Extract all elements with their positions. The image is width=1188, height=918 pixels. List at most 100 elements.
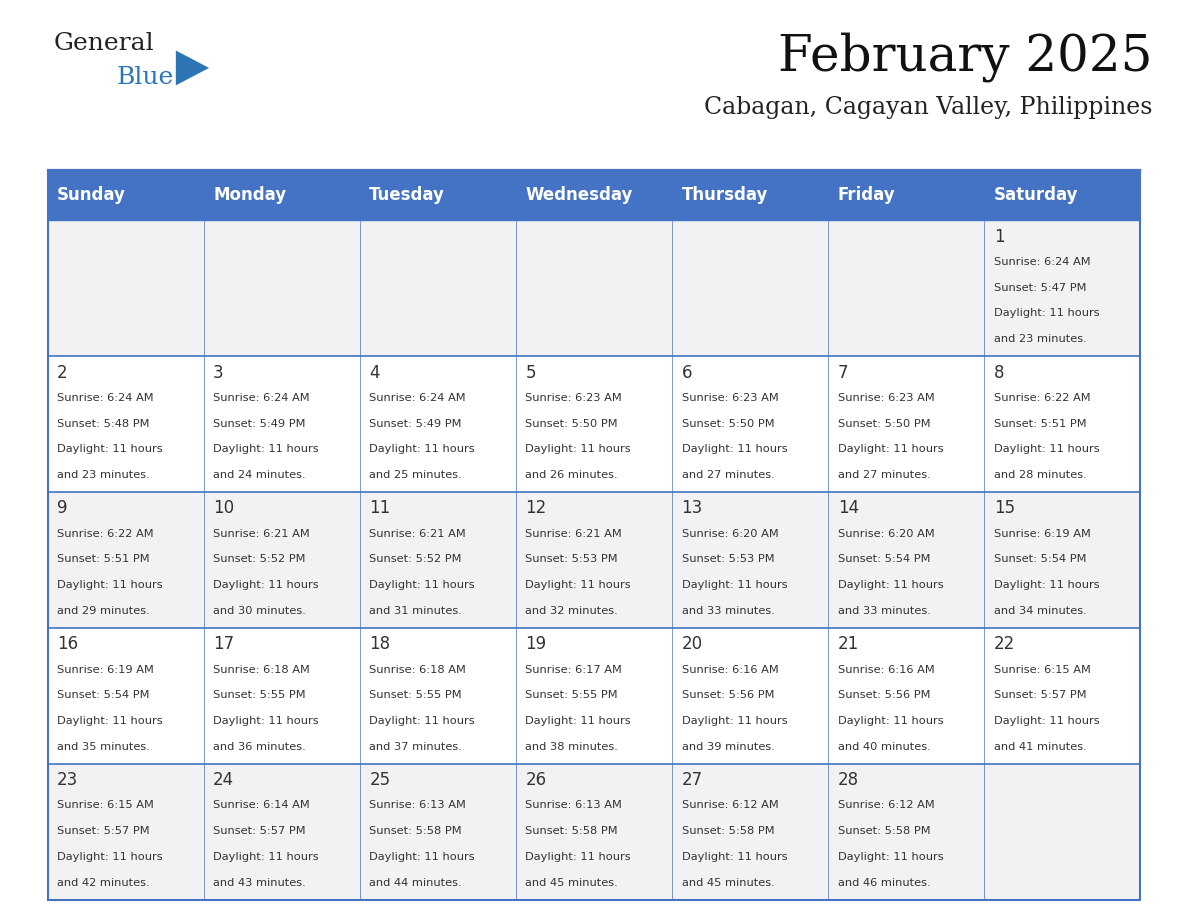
Text: Daylight: 11 hours: Daylight: 11 hours — [994, 716, 1099, 726]
Text: 3: 3 — [213, 364, 223, 382]
Text: Daylight: 11 hours: Daylight: 11 hours — [57, 716, 163, 726]
Text: 13: 13 — [682, 499, 703, 518]
Text: Daylight: 11 hours: Daylight: 11 hours — [682, 852, 788, 862]
Text: Sunrise: 6:13 AM: Sunrise: 6:13 AM — [369, 800, 466, 811]
Text: and 29 minutes.: and 29 minutes. — [57, 606, 150, 616]
Text: and 33 minutes.: and 33 minutes. — [682, 606, 775, 616]
Text: 16: 16 — [57, 635, 78, 654]
Text: and 43 minutes.: and 43 minutes. — [213, 878, 307, 888]
Text: Daylight: 11 hours: Daylight: 11 hours — [213, 852, 318, 862]
Bar — [985, 628, 1140, 764]
Text: Sunrise: 6:23 AM: Sunrise: 6:23 AM — [838, 393, 935, 403]
Text: Tuesday: Tuesday — [369, 186, 446, 204]
Text: 19: 19 — [525, 635, 546, 654]
Text: Sunrise: 6:24 AM: Sunrise: 6:24 AM — [994, 257, 1091, 267]
Bar — [828, 764, 985, 900]
Text: Daylight: 11 hours: Daylight: 11 hours — [213, 580, 318, 590]
Text: Friday: Friday — [838, 186, 896, 204]
Text: Sunrise: 6:15 AM: Sunrise: 6:15 AM — [57, 800, 154, 811]
Text: February 2025: February 2025 — [778, 32, 1152, 82]
Bar — [48, 220, 203, 356]
Text: and 41 minutes.: and 41 minutes. — [994, 742, 1087, 752]
Text: Sunset: 5:57 PM: Sunset: 5:57 PM — [57, 826, 150, 836]
Text: 27: 27 — [682, 771, 702, 789]
Text: and 25 minutes.: and 25 minutes. — [369, 470, 462, 480]
Text: Sunset: 5:54 PM: Sunset: 5:54 PM — [57, 690, 150, 700]
Text: and 32 minutes.: and 32 minutes. — [525, 606, 618, 616]
Text: and 40 minutes.: and 40 minutes. — [838, 742, 930, 752]
Bar — [828, 628, 985, 764]
Text: Sunrise: 6:20 AM: Sunrise: 6:20 AM — [682, 529, 778, 539]
Text: Daylight: 11 hours: Daylight: 11 hours — [994, 444, 1099, 454]
Text: Sunrise: 6:24 AM: Sunrise: 6:24 AM — [213, 393, 310, 403]
Text: 15: 15 — [994, 499, 1015, 518]
Text: Sunset: 5:56 PM: Sunset: 5:56 PM — [838, 690, 930, 700]
Text: Sunset: 5:48 PM: Sunset: 5:48 PM — [57, 419, 150, 429]
Bar — [516, 628, 672, 764]
Text: Sunrise: 6:18 AM: Sunrise: 6:18 AM — [213, 665, 310, 675]
Text: Sunrise: 6:23 AM: Sunrise: 6:23 AM — [525, 393, 623, 403]
Text: Sunrise: 6:20 AM: Sunrise: 6:20 AM — [838, 529, 935, 539]
Text: Sunset: 5:57 PM: Sunset: 5:57 PM — [994, 690, 1087, 700]
Bar — [360, 628, 516, 764]
Bar — [516, 764, 672, 900]
Text: Sunrise: 6:24 AM: Sunrise: 6:24 AM — [57, 393, 153, 403]
Bar — [203, 170, 360, 220]
Bar — [672, 628, 828, 764]
Bar — [48, 170, 203, 220]
Bar — [985, 764, 1140, 900]
Text: Thursday: Thursday — [682, 186, 767, 204]
Bar — [985, 220, 1140, 356]
Text: 20: 20 — [682, 635, 702, 654]
Text: and 24 minutes.: and 24 minutes. — [213, 470, 305, 480]
Text: Daylight: 11 hours: Daylight: 11 hours — [213, 716, 318, 726]
Text: Sunrise: 6:12 AM: Sunrise: 6:12 AM — [682, 800, 778, 811]
Text: Sunset: 5:53 PM: Sunset: 5:53 PM — [525, 554, 618, 565]
Text: and 30 minutes.: and 30 minutes. — [213, 606, 307, 616]
Text: Sunrise: 6:16 AM: Sunrise: 6:16 AM — [682, 665, 778, 675]
Text: Sunrise: 6:21 AM: Sunrise: 6:21 AM — [525, 529, 623, 539]
Bar — [360, 492, 516, 628]
Text: Sunset: 5:49 PM: Sunset: 5:49 PM — [369, 419, 462, 429]
Text: 25: 25 — [369, 771, 391, 789]
Text: Sunrise: 6:12 AM: Sunrise: 6:12 AM — [838, 800, 935, 811]
Bar — [516, 220, 672, 356]
Bar — [203, 220, 360, 356]
Text: Sunset: 5:53 PM: Sunset: 5:53 PM — [682, 554, 775, 565]
Bar — [828, 356, 985, 492]
Text: Daylight: 11 hours: Daylight: 11 hours — [369, 852, 475, 862]
Text: Sunrise: 6:22 AM: Sunrise: 6:22 AM — [57, 529, 153, 539]
Text: 5: 5 — [525, 364, 536, 382]
Text: Daylight: 11 hours: Daylight: 11 hours — [838, 444, 943, 454]
Text: 2: 2 — [57, 364, 68, 382]
Text: Daylight: 11 hours: Daylight: 11 hours — [525, 716, 631, 726]
Text: 4: 4 — [369, 364, 380, 382]
Text: and 31 minutes.: and 31 minutes. — [369, 606, 462, 616]
Bar — [828, 220, 985, 356]
Bar — [48, 764, 203, 900]
Text: Sunset: 5:54 PM: Sunset: 5:54 PM — [994, 554, 1086, 565]
Text: Daylight: 11 hours: Daylight: 11 hours — [57, 852, 163, 862]
Text: Monday: Monday — [213, 186, 286, 204]
Text: Daylight: 11 hours: Daylight: 11 hours — [369, 580, 475, 590]
Bar — [360, 356, 516, 492]
Text: and 46 minutes.: and 46 minutes. — [838, 878, 930, 888]
Text: and 33 minutes.: and 33 minutes. — [838, 606, 930, 616]
Text: Sunrise: 6:16 AM: Sunrise: 6:16 AM — [838, 665, 935, 675]
Text: 11: 11 — [369, 499, 391, 518]
Text: Cabagan, Cagayan Valley, Philippines: Cabagan, Cagayan Valley, Philippines — [703, 96, 1152, 119]
Text: Sunrise: 6:21 AM: Sunrise: 6:21 AM — [213, 529, 310, 539]
Text: Daylight: 11 hours: Daylight: 11 hours — [369, 444, 475, 454]
Text: Daylight: 11 hours: Daylight: 11 hours — [682, 716, 788, 726]
Bar — [48, 628, 203, 764]
Text: Daylight: 11 hours: Daylight: 11 hours — [682, 444, 788, 454]
Bar — [516, 356, 672, 492]
Text: and 45 minutes.: and 45 minutes. — [525, 878, 618, 888]
Text: and 26 minutes.: and 26 minutes. — [525, 470, 618, 480]
Text: Wednesday: Wednesday — [525, 186, 633, 204]
Text: 14: 14 — [838, 499, 859, 518]
Text: 28: 28 — [838, 771, 859, 789]
Text: Sunrise: 6:22 AM: Sunrise: 6:22 AM — [994, 393, 1091, 403]
Text: Sunset: 5:47 PM: Sunset: 5:47 PM — [994, 283, 1086, 293]
Text: Sunset: 5:51 PM: Sunset: 5:51 PM — [57, 554, 150, 565]
